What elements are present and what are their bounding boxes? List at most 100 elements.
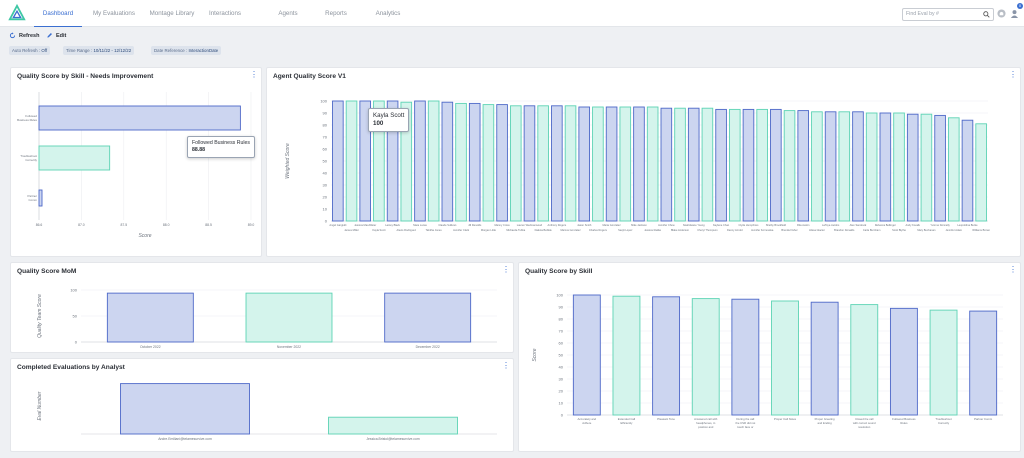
x-tick-label: Jill Renolds: [468, 223, 482, 227]
x-tick-label: Jessica Radke: [644, 228, 661, 232]
tab-agents[interactable]: Agents: [278, 10, 298, 17]
bar: [728, 108, 741, 222]
x-tick-label: Accurately and: [578, 417, 597, 421]
bar: [537, 105, 549, 222]
x-tick-label: Yvonne Donnelly: [930, 223, 950, 227]
bar: [384, 292, 472, 343]
user-avatar-icon[interactable]: [1010, 9, 1019, 18]
y-tick-label: 0: [325, 219, 328, 224]
x-tick-label: resolution: [858, 425, 871, 429]
y-axis-label: Weighted Score: [285, 143, 291, 179]
y-tick-label: 50: [73, 314, 78, 319]
y-tick-label: 10: [559, 401, 564, 406]
filter-label: Time Range :: [66, 48, 93, 53]
more-options-icon[interactable]: ⋮: [250, 70, 258, 79]
x-tick-label: Mary Buchanan: [917, 228, 936, 232]
y-tick-label: Comm: [28, 198, 37, 202]
more-options-icon[interactable]: ⋮: [502, 265, 510, 274]
bar: [850, 304, 879, 416]
bell-icon[interactable]: [997, 9, 1006, 18]
filter-value: Off: [41, 48, 48, 53]
y-tick-label: 60: [559, 341, 564, 346]
x-tick-label: Mara Lucas: [413, 223, 427, 227]
x-tick-label: Lauren Wedmanwood: [517, 223, 543, 227]
tab-interactions[interactable]: Interactions: [209, 10, 241, 17]
x-tick-label: Proper Call Notes: [774, 417, 797, 421]
more-options-icon[interactable]: ⋮: [502, 361, 510, 370]
x-tick-label: Jennifer Chew: [658, 223, 675, 227]
filter-chip-time-range[interactable]: Time Range : 10/11/22 - 12/12/22: [63, 46, 135, 55]
tab-dashboard[interactable]: Dashboard: [34, 0, 82, 27]
bar: [578, 106, 591, 222]
filter-chip-auto-refresh[interactable]: Auto Refresh : Off: [9, 46, 51, 55]
bar: [961, 119, 974, 222]
y-tick-label: 0: [561, 413, 564, 418]
bar: [373, 100, 385, 222]
card-skill-needs-improvement: Quality Score by Skill - Needs Improveme…: [10, 67, 262, 257]
bar: [811, 111, 823, 222]
chart-agent-quality-score: 0 10 20 30 40 50 60 70 80 90 100 Weighted Score Ange…: [285, 99, 991, 233]
bar: [934, 114, 946, 222]
x-tick-label: Mike Jackson: [631, 223, 647, 227]
x-tick-label: Jason Smith: [577, 223, 592, 227]
bar: [38, 145, 111, 171]
card-title: Completed Evaluations by Analyst: [17, 364, 125, 371]
edit-label: Edit: [56, 32, 67, 39]
bar: [345, 100, 358, 222]
x-tick-label: Efficiently: [620, 421, 633, 425]
x-tick-label: Followed Business: [892, 417, 916, 421]
bar: [386, 100, 399, 222]
card-quality-score-by-skill: Quality Score by Skill ⋮ 0 10 20 30 40 50 60 70…: [518, 262, 1021, 452]
bar: [660, 107, 673, 222]
refresh-button[interactable]: Refresh: [9, 32, 39, 39]
bar: [414, 100, 426, 222]
x-tick-label: 87.5: [120, 223, 127, 227]
tab-montage-library[interactable]: Montage Library: [149, 10, 195, 17]
bar: [969, 310, 998, 416]
y-tick-label: 90: [559, 305, 564, 310]
edit-button[interactable]: Edit: [46, 32, 66, 39]
filter-chip-date-reference[interactable]: Date Reference : InteractionDate: [151, 46, 222, 55]
bar: [810, 301, 839, 416]
bar: [551, 105, 563, 222]
top-nav-bar: Dashboard My Evaluations Montage Library…: [0, 0, 1024, 27]
bar: [879, 112, 892, 222]
y-tick-label: 100: [70, 288, 77, 293]
tab-my-evaluations[interactable]: My Evaluations: [93, 10, 135, 17]
x-tick-label: Clyde Humphries: [739, 223, 760, 227]
search-icon[interactable]: [983, 11, 990, 18]
bar: [572, 294, 601, 416]
x-tick-label: Alissa Glacier: [809, 228, 825, 232]
app-logo-icon[interactable]: [8, 4, 26, 22]
y-tick-label: 80: [323, 123, 328, 128]
bar: [906, 113, 919, 222]
x-tick-label: Correctly: [938, 421, 950, 425]
bar: [838, 111, 851, 222]
y-axis-label: Quality Team Score: [37, 294, 43, 338]
tab-reports[interactable]: Reports: [325, 10, 347, 17]
search-input[interactable]: Find Eval by #: [902, 8, 994, 21]
bar: [742, 108, 755, 222]
tab-analytics[interactable]: Analytics: [375, 10, 401, 17]
bar: [687, 107, 700, 222]
x-tick-label: 89.0: [248, 223, 255, 227]
bar: [756, 108, 768, 222]
x-tick-label: Shelby Brookfield: [766, 223, 787, 227]
x-tick-label: Anthony Rogers: [548, 223, 567, 227]
x-tick-label: October 2022: [140, 345, 161, 349]
y-tick-label: 100: [320, 99, 327, 104]
x-tick-label: Extended Call: [618, 417, 636, 421]
tooltip-value: 88.88: [192, 147, 205, 153]
x-tick-label: Jennifer Clark: [453, 228, 470, 232]
bar: [605, 106, 618, 222]
bar: [619, 106, 632, 222]
more-options-icon[interactable]: ⋮: [1009, 70, 1017, 79]
more-options-icon[interactable]: ⋮: [1009, 265, 1017, 274]
chart-tooltip: Followed Business Rules 88.88: [187, 136, 255, 158]
x-tick-label: Scott Blythe: [892, 228, 906, 232]
bar: [482, 104, 495, 222]
x-tick-label: headphones, in: [696, 421, 716, 425]
x-tick-label: Danny Arnold: [727, 228, 743, 232]
bar: [824, 111, 837, 222]
x-tick-label: Partner Comm: [974, 417, 993, 421]
